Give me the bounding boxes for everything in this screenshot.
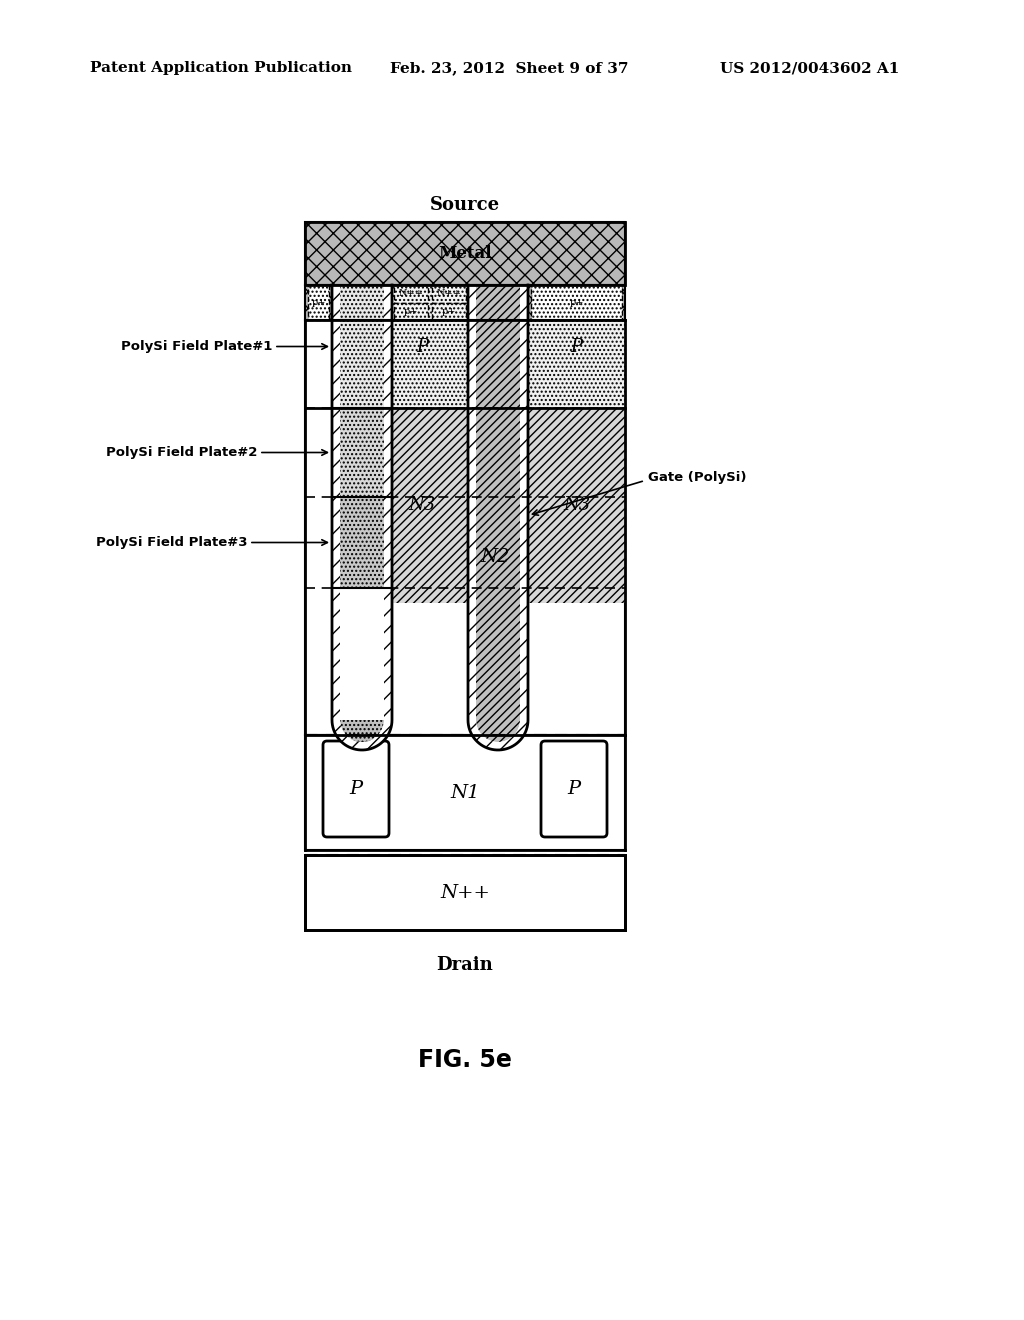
Text: P: P bbox=[570, 338, 583, 355]
Bar bbox=[394, 285, 428, 302]
Bar bbox=[432, 302, 466, 319]
Text: P: P bbox=[567, 780, 581, 799]
Bar bbox=[340, 408, 384, 498]
FancyBboxPatch shape bbox=[541, 741, 607, 837]
Bar bbox=[468, 285, 476, 719]
Text: Drain: Drain bbox=[436, 956, 494, 974]
Text: p+: p+ bbox=[569, 298, 584, 308]
Text: P: P bbox=[349, 780, 362, 799]
Text: Gate (PolySi): Gate (PolySi) bbox=[648, 471, 746, 484]
Bar bbox=[340, 285, 384, 408]
Text: PolySi Field Plate#3: PolySi Field Plate#3 bbox=[95, 536, 247, 549]
Bar bbox=[305, 222, 625, 285]
Bar bbox=[384, 285, 392, 719]
Bar bbox=[305, 285, 625, 319]
FancyBboxPatch shape bbox=[323, 741, 389, 837]
Bar bbox=[531, 285, 622, 319]
Text: p+: p+ bbox=[441, 306, 457, 315]
Text: US 2012/0043602 A1: US 2012/0043602 A1 bbox=[720, 61, 899, 75]
Bar bbox=[308, 285, 329, 319]
Bar bbox=[528, 285, 625, 408]
Text: p+: p+ bbox=[403, 306, 418, 315]
Text: PolySi Field Plate#2: PolySi Field Plate#2 bbox=[105, 446, 257, 459]
Text: N1: N1 bbox=[451, 784, 480, 801]
Bar bbox=[476, 285, 520, 719]
Bar bbox=[394, 302, 428, 319]
Bar bbox=[432, 285, 466, 302]
Bar bbox=[305, 319, 625, 735]
Text: Source: Source bbox=[430, 195, 500, 214]
Text: P: P bbox=[416, 338, 428, 355]
Bar bbox=[520, 285, 528, 719]
Text: Patent Application Publication: Patent Application Publication bbox=[90, 61, 352, 75]
Bar bbox=[332, 285, 340, 719]
Bar bbox=[392, 285, 468, 408]
Text: PolySi Field Plate#1: PolySi Field Plate#1 bbox=[121, 341, 272, 352]
Text: FIG. 5e: FIG. 5e bbox=[418, 1048, 512, 1072]
Text: Feb. 23, 2012  Sheet 9 of 37: Feb. 23, 2012 Sheet 9 of 37 bbox=[390, 61, 629, 75]
Bar bbox=[305, 735, 625, 850]
Text: N3: N3 bbox=[563, 496, 590, 515]
Text: N++: N++ bbox=[436, 289, 462, 298]
Bar bbox=[528, 285, 625, 319]
Bar bbox=[305, 285, 625, 319]
Wedge shape bbox=[332, 719, 392, 750]
Text: p+: p+ bbox=[311, 298, 326, 308]
Text: N3: N3 bbox=[409, 496, 435, 515]
Bar bbox=[305, 285, 332, 319]
Text: N++: N++ bbox=[440, 883, 489, 902]
Wedge shape bbox=[476, 719, 520, 742]
Bar bbox=[305, 855, 625, 931]
Text: N2: N2 bbox=[480, 549, 510, 566]
Wedge shape bbox=[468, 719, 528, 750]
Bar bbox=[528, 408, 625, 603]
Text: N++: N++ bbox=[398, 289, 424, 298]
Bar bbox=[392, 408, 468, 603]
Wedge shape bbox=[340, 719, 384, 742]
Text: Metal: Metal bbox=[438, 246, 492, 261]
Bar bbox=[340, 498, 384, 587]
Bar bbox=[305, 222, 625, 285]
